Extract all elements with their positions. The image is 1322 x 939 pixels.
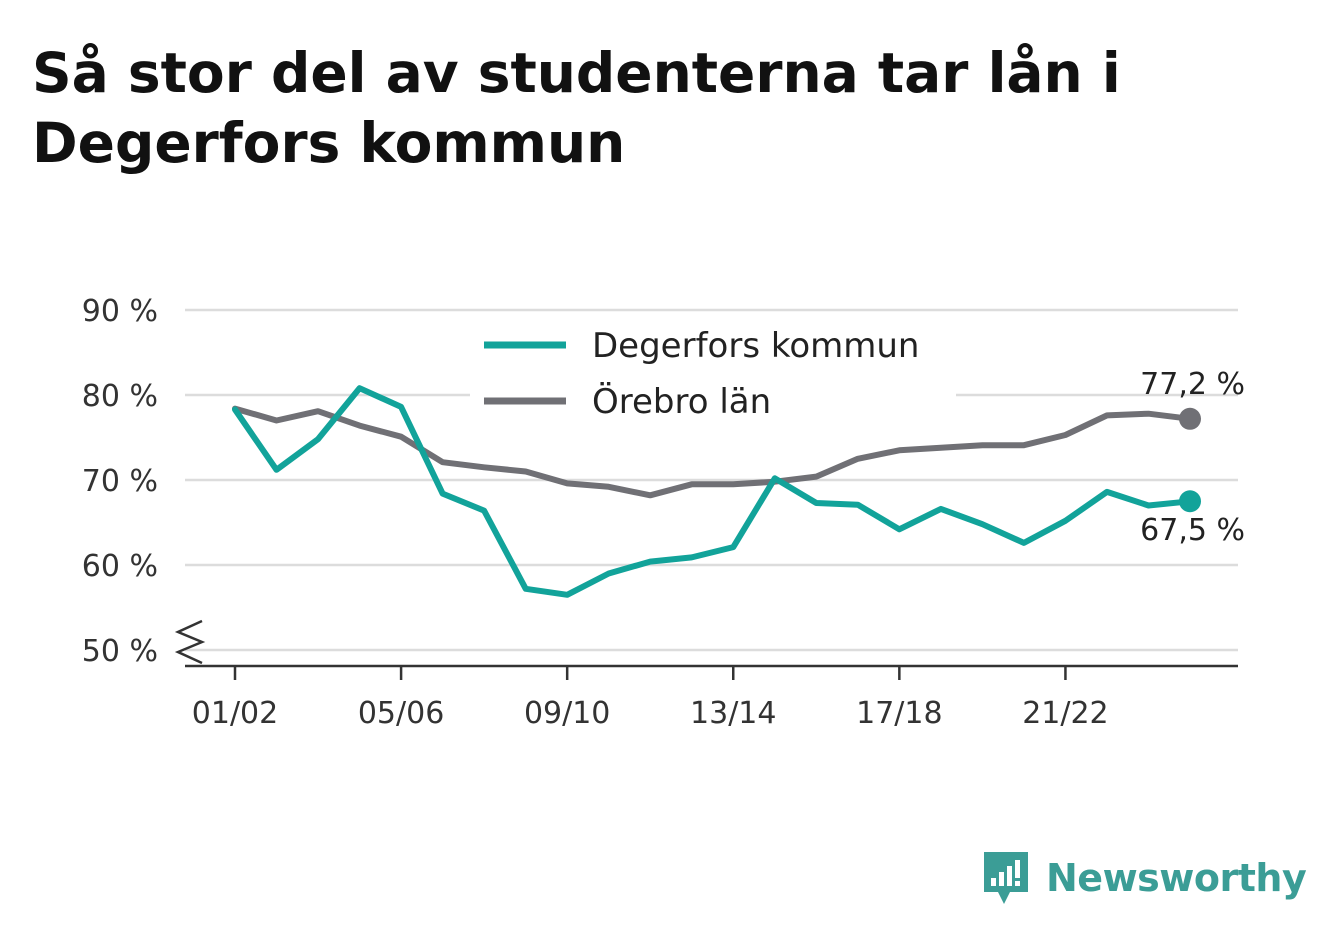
series-end-marker-0 — [1179, 490, 1201, 513]
x-tick-label: 21/22 — [1022, 696, 1108, 731]
y-tick-label: 60 % — [82, 549, 158, 584]
x-tick-label: 01/02 — [192, 696, 278, 731]
brand-name: Newsworthy — [1046, 856, 1307, 900]
x-tick-label: 05/06 — [358, 696, 444, 731]
y-tick-label: 80 % — [82, 379, 158, 414]
y-tick-label: 90 % — [82, 294, 158, 329]
gridlines — [185, 308, 1238, 652]
x-tick-label: 13/14 — [690, 696, 776, 731]
series-lines — [232, 385, 1201, 598]
y-tick-label: 50 % — [82, 634, 158, 669]
legend-label-degerfors: Degerfors kommun — [592, 326, 919, 366]
x-tick-label: 09/10 — [524, 696, 610, 731]
end-label-orebro: 77,2 % — [1140, 367, 1245, 402]
end-label-degerfors: 67,5 % — [1140, 513, 1245, 548]
y-tick-label: 70 % — [82, 464, 158, 499]
chart-title: Så stor del av studenterna tar lån i Deg… — [32, 41, 1121, 175]
legend: Degerfors kommun Örebro län — [470, 318, 956, 428]
x-tick-label: 17/18 — [856, 696, 942, 731]
series-line-1 — [232, 405, 1193, 499]
newsworthy-logo-icon — [984, 852, 1028, 904]
series-end-marker-1 — [1179, 407, 1201, 430]
y-axis: 50 % 60 % 70 % 80 % 90 % — [82, 294, 158, 669]
series-line-0 — [232, 385, 1193, 598]
legend-background — [470, 318, 956, 428]
axis-break-icon — [174, 619, 206, 665]
legend-label-orebro: Örebro län — [592, 381, 771, 422]
brand-logo: Newsworthy — [980, 848, 1307, 908]
x-axis: 01/02 05/06 09/10 13/14 17/18 21/22 — [192, 666, 1109, 731]
